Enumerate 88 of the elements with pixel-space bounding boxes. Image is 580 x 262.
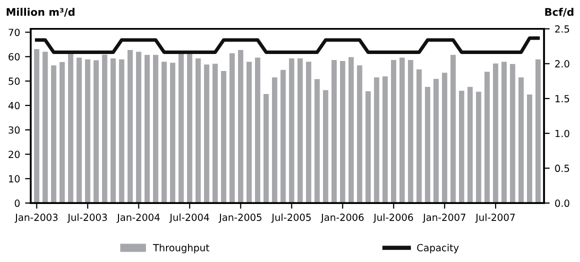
bar — [416, 69, 422, 204]
x-tick-label: Jul-2005 — [271, 213, 311, 223]
bar — [433, 78, 439, 204]
bar — [526, 94, 532, 204]
x-tick-label: Jul-2007 — [475, 213, 515, 223]
x-tick-label: Jan-2006 — [320, 214, 364, 223]
bar — [458, 90, 464, 204]
bar — [390, 60, 396, 204]
bar — [323, 90, 328, 204]
bar — [399, 58, 405, 204]
y-tick-label: 20 — [8, 150, 20, 158]
y2-axis-title: Bcf/d — [545, 8, 574, 17]
bar — [374, 77, 380, 204]
bar — [289, 58, 294, 204]
bar — [178, 53, 184, 204]
bar — [102, 54, 108, 204]
bar — [467, 86, 473, 204]
bar — [510, 64, 516, 204]
bar — [365, 91, 371, 204]
bar — [476, 92, 482, 204]
bar — [348, 57, 354, 204]
bar — [306, 62, 312, 204]
y-tick-label: 10 — [9, 175, 20, 182]
bar — [280, 70, 286, 204]
bar — [34, 49, 40, 204]
bar — [144, 54, 150, 204]
bar — [356, 65, 362, 204]
bar — [76, 58, 82, 204]
y2-tick-label: 1.5 — [556, 95, 570, 102]
bar — [51, 65, 56, 204]
bar — [238, 50, 244, 204]
y2-tick-label: 2.5 — [555, 25, 570, 33]
bar — [230, 53, 235, 204]
bar — [424, 86, 430, 204]
bar — [42, 52, 48, 204]
y-tick-label: 60 — [8, 53, 20, 60]
y-axis-title: Million m³/d — [6, 8, 74, 17]
bar — [331, 60, 337, 204]
y-tick-label: 0 — [14, 200, 20, 207]
bar — [264, 94, 269, 204]
bar — [119, 59, 124, 204]
y-tick-label: 40 — [8, 102, 20, 110]
x-tick-label: Jul-2004 — [169, 213, 210, 223]
bar — [408, 60, 414, 204]
bar — [501, 62, 507, 204]
y2-tick-label: 2.0 — [555, 60, 570, 68]
bar — [442, 72, 448, 204]
bar — [110, 58, 116, 204]
bar — [94, 60, 99, 204]
bar — [246, 62, 252, 204]
x-tick-label: Jan-2004 — [116, 214, 160, 223]
bar — [162, 62, 167, 204]
bar — [272, 77, 278, 204]
bar — [255, 58, 260, 204]
bar — [212, 64, 218, 204]
y-tick-label: 50 — [8, 78, 20, 85]
legend-label: Throughput — [152, 244, 210, 254]
x-tick-label: Jan-2003 — [14, 214, 58, 223]
bar — [170, 62, 176, 204]
bar — [128, 50, 133, 204]
x-tick-label: Jan-2005 — [218, 214, 262, 223]
bar — [221, 71, 226, 204]
bar — [204, 64, 210, 204]
y2-tick-label: 0.5 — [555, 164, 570, 172]
bar — [136, 52, 142, 204]
bar — [382, 76, 388, 204]
bar — [450, 54, 456, 204]
y2-tick-label: 0.0 — [555, 200, 570, 207]
bar — [60, 62, 65, 204]
bar — [187, 53, 192, 204]
y2-tick-label: 1.0 — [556, 130, 570, 138]
bar — [153, 54, 158, 204]
bar — [85, 59, 90, 204]
bar — [340, 61, 346, 204]
bar — [298, 58, 303, 204]
legend-label: Capacity — [417, 244, 459, 254]
bar — [484, 72, 490, 204]
bar — [518, 77, 524, 204]
x-tick-label: Jul-2003 — [67, 213, 107, 223]
x-tick-label: Jan-2007 — [422, 214, 466, 223]
bar — [535, 59, 541, 204]
y-tick-label: 30 — [8, 126, 20, 134]
y-tick-label: 70 — [8, 28, 20, 36]
bar — [492, 63, 498, 204]
x-tick-label: Jul-2006 — [373, 213, 413, 223]
bar — [68, 53, 74, 204]
bar — [314, 79, 320, 204]
bar — [196, 58, 201, 204]
